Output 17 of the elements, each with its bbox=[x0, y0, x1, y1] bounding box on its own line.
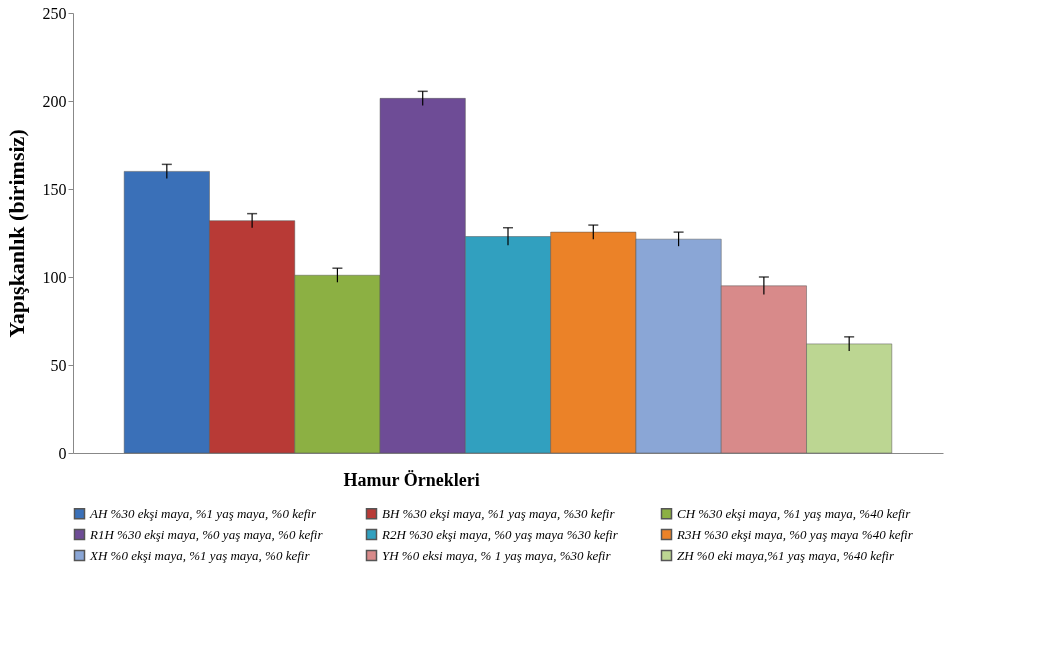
legend-label: CH %30 ekşi maya, %1 yaş maya, %40 kefir bbox=[677, 505, 912, 521]
y-tick-label: 250 bbox=[42, 4, 67, 22]
legend-label: YH %0 eksi maya, % 1 yaş maya, %30 kefir bbox=[382, 547, 612, 563]
x-axis-title: Hamur Örnekleri bbox=[343, 469, 480, 490]
legend-label: R1H %30 ekşi maya, %0 yaş maya, %0 kefir bbox=[89, 526, 324, 542]
legend-label: AH %30 ekşi maya, %1 yaş maya, %0 kefir bbox=[89, 505, 317, 521]
y-tick-label: 200 bbox=[42, 92, 67, 110]
legend-label: XH %0 ekşi maya, %1 yaş maya, %0 kefir bbox=[89, 547, 311, 563]
y-tick-label: 150 bbox=[42, 180, 67, 198]
y-tick-label: 0 bbox=[58, 444, 67, 462]
legend-label: ZH %0 eki maya,%1 yaş maya, %40 kefir bbox=[677, 547, 895, 563]
y-axis-title: Yapışkanlık (birimsiz) bbox=[3, 129, 29, 338]
legend-label: R2H %30 ekşi maya, %0 yaş maya %30 kefir bbox=[381, 526, 619, 542]
legend-label: R3H %30 ekşi maya, %0 yaş maya %40 kefir bbox=[676, 526, 914, 542]
legend-label: BH %30 ekşi maya, %1 yaş maya, %30 kefir bbox=[382, 505, 616, 521]
y-tick-label: 50 bbox=[50, 356, 67, 374]
y-tick-label: 100 bbox=[42, 268, 67, 286]
